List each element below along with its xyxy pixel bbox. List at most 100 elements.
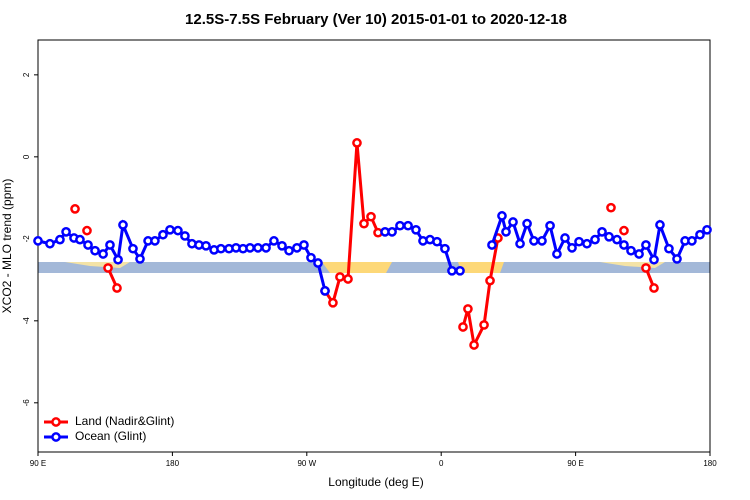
data-point xyxy=(522,218,532,229)
data-point xyxy=(105,240,115,250)
data-point xyxy=(306,252,316,263)
data-point xyxy=(98,249,108,259)
x-tick-label: 180 xyxy=(703,459,717,468)
x-axis-label: Longitude (deg E) xyxy=(328,475,423,489)
series-line xyxy=(106,142,656,350)
data-point xyxy=(359,218,369,229)
legend-label: Ocean (Glint) xyxy=(75,429,146,443)
data-point xyxy=(45,238,55,249)
data-point xyxy=(82,225,92,236)
data-point xyxy=(366,211,376,222)
data-point xyxy=(150,236,160,246)
data-point xyxy=(485,275,495,286)
data-point xyxy=(90,245,100,256)
series-line xyxy=(37,210,708,292)
data-point xyxy=(702,224,712,235)
data-point xyxy=(75,234,85,245)
data-point xyxy=(455,265,465,276)
data-point xyxy=(695,229,705,240)
data-point xyxy=(328,297,338,308)
data-point xyxy=(180,231,190,241)
data-point xyxy=(560,233,570,243)
legend-marker xyxy=(51,432,61,442)
data-point xyxy=(619,240,629,250)
data-point xyxy=(165,224,175,235)
data-point xyxy=(135,254,145,264)
data-point xyxy=(574,236,584,247)
x-tick-label: 0 xyxy=(439,459,444,468)
data-point xyxy=(128,243,138,254)
data-point xyxy=(606,202,616,213)
data-point xyxy=(61,227,71,237)
x-tick-label: 90 E xyxy=(30,459,46,468)
data-point xyxy=(597,227,607,237)
data-point xyxy=(641,263,651,273)
data-point xyxy=(299,240,309,250)
data-point xyxy=(352,138,362,148)
data-point xyxy=(447,265,457,276)
data-point xyxy=(612,234,622,245)
data-point xyxy=(552,249,562,259)
data-point xyxy=(687,236,697,246)
data-point xyxy=(70,204,80,214)
data-point xyxy=(604,231,614,242)
data-point xyxy=(33,236,43,246)
data-point xyxy=(529,236,539,246)
data-point xyxy=(497,211,507,221)
data-point xyxy=(320,286,330,296)
data-point xyxy=(313,258,323,268)
y-tick-label: -4 xyxy=(22,317,31,325)
legend-label: Land (Nadir&Glint) xyxy=(75,414,174,428)
data-point xyxy=(634,249,644,259)
data-point xyxy=(158,229,168,240)
legend-marker xyxy=(51,417,61,427)
land-band xyxy=(322,262,392,273)
data-point xyxy=(403,220,413,231)
x-tick-label: 180 xyxy=(166,459,180,468)
data-point xyxy=(201,240,211,251)
data-point xyxy=(261,242,271,253)
data-point xyxy=(216,243,226,254)
data-point xyxy=(590,234,600,245)
data-point xyxy=(83,240,93,250)
data-point xyxy=(269,236,279,246)
data-point xyxy=(458,322,468,332)
data-point xyxy=(343,274,353,284)
data-point xyxy=(508,217,518,227)
data-point xyxy=(515,238,525,249)
y-axis-label: XCO2 - MLO trend (ppm) xyxy=(0,179,14,314)
data-point xyxy=(335,272,345,282)
data-point xyxy=(245,242,255,253)
data-point xyxy=(395,220,405,231)
data-point xyxy=(479,320,489,330)
data-point xyxy=(649,283,659,293)
y-tick-label: 0 xyxy=(22,154,31,159)
data-point xyxy=(487,240,497,250)
data-point xyxy=(440,243,450,254)
data-point xyxy=(113,254,123,265)
data-point xyxy=(173,225,183,236)
data-point xyxy=(672,254,682,264)
data-point xyxy=(112,283,122,293)
y-tick-label: 2 xyxy=(22,72,31,77)
data-point xyxy=(118,220,128,230)
data-point xyxy=(432,236,442,247)
data-point xyxy=(664,243,674,254)
data-point xyxy=(277,240,287,251)
data-point xyxy=(537,236,547,246)
data-point xyxy=(469,340,479,350)
data-point xyxy=(655,220,665,230)
data-point xyxy=(55,234,65,245)
plot-frame xyxy=(37,39,711,453)
y-tick-label: -2 xyxy=(22,235,31,243)
x-tick-label: 90 W xyxy=(297,459,316,468)
data-point xyxy=(463,304,473,314)
land-band xyxy=(65,262,130,268)
data-point xyxy=(501,227,511,237)
data-point xyxy=(649,254,659,265)
land-band xyxy=(458,262,504,273)
y-tick-label: -6 xyxy=(22,399,31,407)
data-point xyxy=(103,263,113,273)
data-point xyxy=(387,227,397,237)
